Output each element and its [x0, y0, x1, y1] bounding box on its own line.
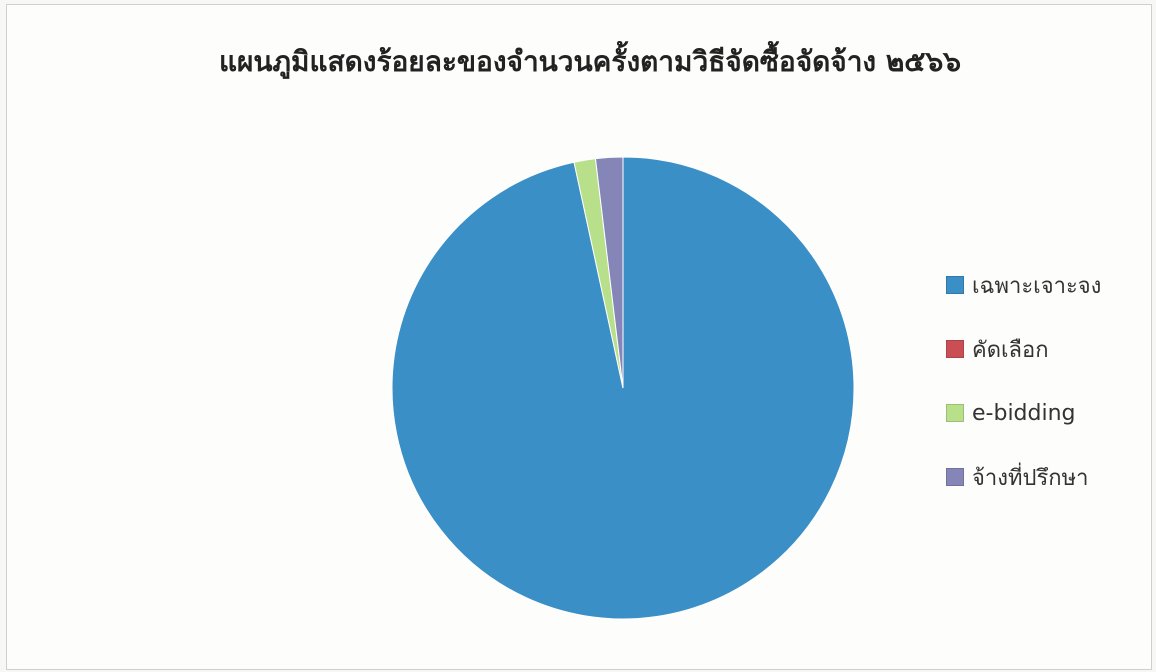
- legend-swatch-consultant: [946, 468, 964, 486]
- legend-label-consultant: จ้างที่ปรึกษา: [972, 465, 1089, 491]
- pie-slice-consultant: [594, 156, 624, 389]
- chart-title: แผนภูมิแสดงร้อยละของจำนวนครั้งตามวิธีจัด…: [218, 45, 962, 78]
- legend-label-specific: เฉพาะเจาะจง: [972, 273, 1102, 299]
- legend-item-e-bidding: e-bidding: [946, 399, 1101, 427]
- legend-swatch-selection: [946, 340, 964, 358]
- legend-swatch-e-bidding: [946, 404, 964, 422]
- legend-label-e-bidding: e-bidding: [972, 400, 1076, 426]
- legend-item-consultant: จ้างที่ปรึกษา: [946, 463, 1101, 491]
- legend-swatch-specific: [946, 276, 964, 294]
- legend: เฉพาะเจาะจง คัดเลือก e-bidding จ้างที่ปร…: [946, 271, 1101, 527]
- legend-label-selection: คัดเลือก: [972, 337, 1049, 363]
- legend-item-specific: เฉพาะเจาะจง: [946, 271, 1101, 299]
- legend-item-selection: คัดเลือก: [946, 335, 1101, 363]
